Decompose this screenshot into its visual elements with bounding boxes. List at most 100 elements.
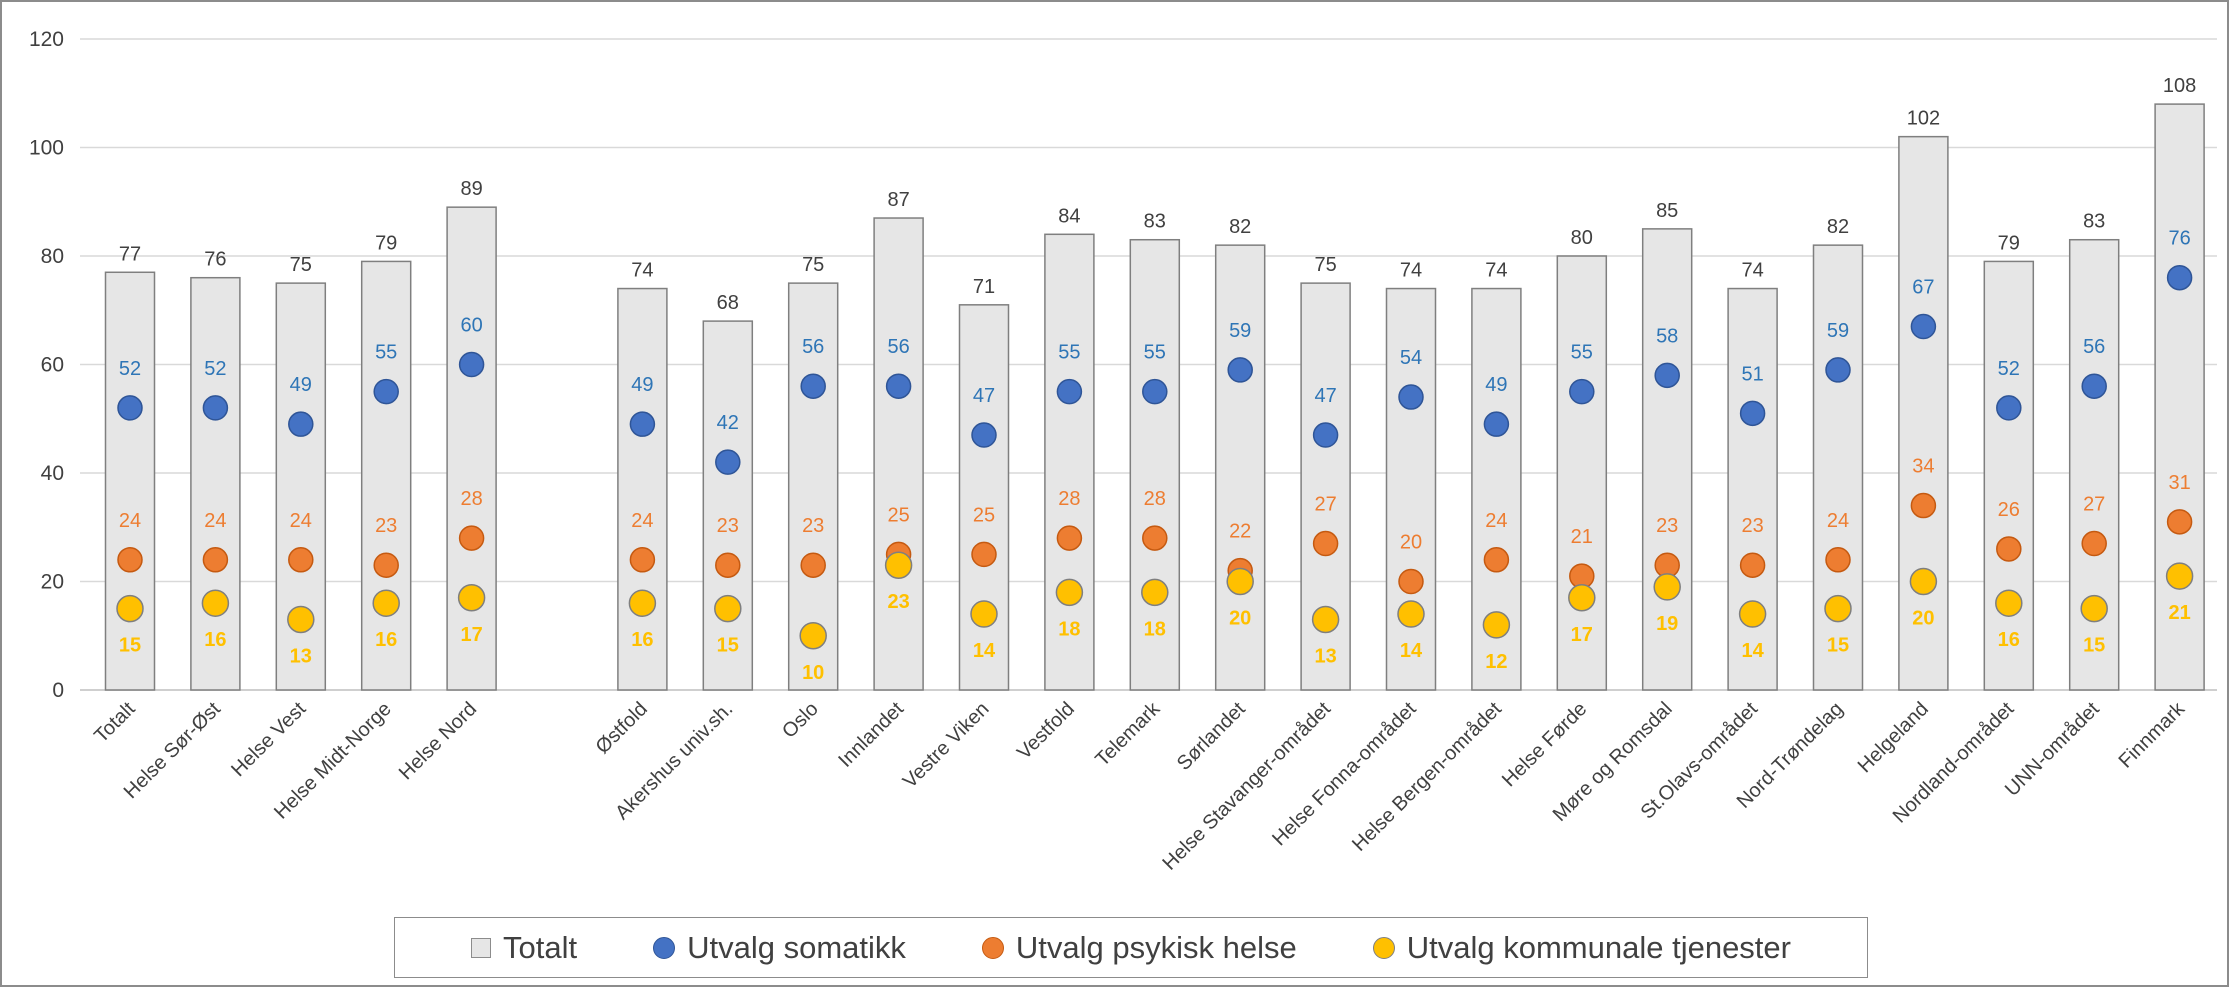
label-kommunale-cat-14: 14: [1400, 640, 1423, 662]
label-totalt-cat-13: 75: [1314, 254, 1336, 276]
y-tick-label-100: 100: [29, 137, 64, 160]
marker-somatikk-cat-21: [1997, 396, 2021, 420]
label-psykisk-cat-12: 22: [1229, 521, 1251, 543]
marker-somatikk-cat-17: [1655, 363, 1679, 387]
label-totalt-cat-17: 85: [1656, 200, 1678, 222]
marker-psykisk-cat-4: [460, 526, 484, 550]
x-tick-label-cat-9: Vestre Viken: [899, 698, 994, 793]
label-psykisk-cat-21: 26: [1998, 499, 2020, 521]
marker-somatikk-cat-10: [1057, 380, 1081, 404]
label-somatikk-cat-7: 56: [802, 336, 824, 358]
marker-psykisk-cat-10: [1057, 526, 1081, 550]
bar-totalt-cat-3: [362, 261, 411, 690]
marker-psykisk-cat-0: [118, 548, 142, 572]
y-axis: 0 20 40 60 80 100 120: [29, 28, 64, 702]
label-somatikk-cat-12: 59: [1229, 320, 1251, 342]
label-somatikk-cat-13: 47: [1314, 385, 1336, 407]
y-tick-label-80: 80: [41, 245, 64, 268]
marker-somatikk-cat-7: [801, 374, 825, 398]
marker-somatikk-cat-5: [630, 412, 654, 436]
legend-item-kommunale: Utvalg kommunale tjenester: [1373, 930, 1791, 966]
marker-kommunale-cat-4: [459, 585, 485, 611]
label-kommunale-cat-18: 14: [1741, 640, 1764, 662]
marker-kommunale-cat-11: [1142, 579, 1168, 605]
label-somatikk-cat-5: 49: [631, 374, 653, 396]
label-somatikk-cat-6: 42: [717, 412, 739, 434]
label-somatikk-cat-4: 60: [460, 315, 482, 337]
marker-somatikk-cat-9: [972, 423, 996, 447]
marker-somatikk-cat-19: [1826, 358, 1850, 382]
x-tick-label-cat-7: Oslo: [778, 698, 823, 743]
legend-label-kommunale: Utvalg kommunale tjenester: [1407, 930, 1791, 966]
label-psykisk-cat-3: 23: [375, 515, 397, 537]
label-psykisk-cat-23: 31: [2168, 472, 2190, 494]
label-psykisk-cat-11: 28: [1144, 488, 1166, 510]
marker-psykisk-cat-23: [2168, 510, 2192, 534]
marker-somatikk-cat-4: [460, 353, 484, 377]
marker-psykisk-cat-13: [1314, 532, 1338, 556]
marker-kommunale-cat-12: [1227, 569, 1253, 595]
marker-psykisk-cat-11: [1143, 526, 1167, 550]
marker-somatikk-cat-22: [2082, 374, 2106, 398]
label-psykisk-cat-20: 34: [1912, 456, 1934, 478]
label-psykisk-cat-15: 24: [1485, 510, 1507, 532]
label-somatikk-cat-8: 56: [887, 336, 909, 358]
label-totalt-cat-20: 102: [1907, 108, 1940, 130]
marker-somatikk-cat-0: [118, 396, 142, 420]
label-psykisk-cat-0: 24: [119, 510, 141, 532]
bar-totalt-cat-19: [1814, 245, 1863, 690]
label-somatikk-cat-9: 47: [973, 385, 995, 407]
y-tick-label-120: 120: [29, 28, 64, 51]
label-totalt-cat-22: 83: [2083, 211, 2105, 233]
marker-kommunale-cat-22: [2081, 596, 2107, 622]
marker-somatikk-cat-18: [1741, 401, 1765, 425]
marker-psykisk-cat-18: [1741, 553, 1765, 577]
marker-kommunale-cat-7: [800, 623, 826, 649]
marker-psykisk-cat-19: [1826, 548, 1850, 572]
label-somatikk-cat-10: 55: [1058, 342, 1080, 364]
label-totalt-cat-21: 79: [1998, 232, 2020, 254]
y-tick-label-40: 40: [41, 462, 64, 485]
marker-kommunale-cat-6: [715, 596, 741, 622]
x-tick-label-cat-16: Helse Førde: [1498, 698, 1591, 791]
marker-psykisk-cat-1: [203, 548, 227, 572]
label-somatikk-cat-14: 54: [1400, 347, 1422, 369]
label-somatikk-cat-18: 51: [1741, 363, 1763, 385]
marker-kommunale-cat-15: [1483, 612, 1509, 638]
label-totalt-cat-19: 82: [1827, 216, 1849, 238]
x-tick-label-cat-13: Helse Stavanger-området: [1158, 698, 1335, 875]
label-kommunale-cat-8: 23: [887, 591, 909, 613]
label-totalt-cat-23: 108: [2163, 75, 2196, 97]
label-kommunale-cat-11: 18: [1144, 618, 1166, 640]
legend-label-totalt: Totalt: [503, 930, 577, 966]
label-kommunale-cat-13: 13: [1314, 645, 1336, 667]
marker-kommunale-cat-21: [1996, 590, 2022, 616]
label-kommunale-cat-6: 15: [717, 635, 739, 657]
label-psykisk-cat-6: 23: [717, 515, 739, 537]
label-somatikk-cat-22: 56: [2083, 336, 2105, 358]
label-kommunale-cat-20: 20: [1912, 608, 1934, 630]
x-tick-label-cat-5: Østfold: [592, 698, 652, 758]
label-psykisk-cat-2: 24: [290, 510, 312, 532]
label-kommunale-cat-21: 16: [1998, 629, 2020, 651]
bar-totalt-cat-22: [2070, 240, 2119, 690]
marker-kommunale-cat-9: [971, 601, 997, 627]
legend-swatch-psykisk: [982, 937, 1004, 959]
x-tick-label-cat-0: Totalt: [90, 698, 140, 748]
marker-kommunale-cat-19: [1825, 596, 1851, 622]
marker-kommunale-cat-2: [288, 606, 314, 632]
label-somatikk-cat-1: 52: [204, 358, 226, 380]
label-totalt-cat-3: 79: [375, 232, 397, 254]
x-tick-label-cat-14: Helse Fonna-området: [1268, 698, 1421, 851]
label-psykisk-cat-16: 21: [1571, 526, 1593, 548]
x-tick-label-cat-8: Innlandet: [834, 698, 908, 772]
marker-kommunale-cat-3: [373, 590, 399, 616]
marker-kommunale-cat-17: [1654, 574, 1680, 600]
marker-somatikk-cat-1: [203, 396, 227, 420]
marker-somatikk-cat-11: [1143, 380, 1167, 404]
x-tick-label-cat-11: Telemark: [1091, 697, 1165, 771]
label-psykisk-cat-10: 28: [1058, 488, 1080, 510]
